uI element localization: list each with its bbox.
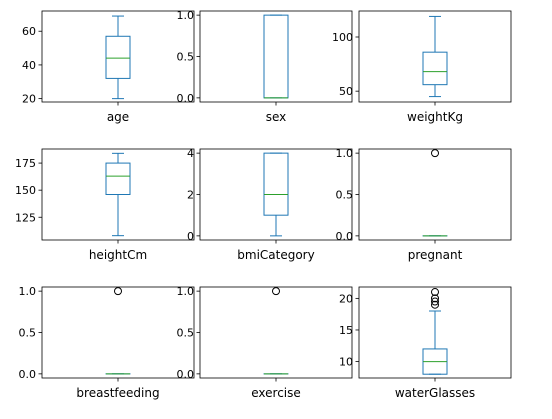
iqr-box [264, 153, 288, 215]
iqr-box [106, 36, 130, 78]
y-tick-label: 125 [15, 211, 36, 224]
x-axis-label: sex [266, 110, 287, 124]
subplot-bmiCategory: 0 2 4 bmiCategory [187, 147, 352, 262]
y-tick-label: 20 [339, 292, 353, 305]
axes-frame [359, 149, 511, 240]
y-tick-label: 1.0 [336, 147, 354, 160]
outlier-point [432, 150, 439, 157]
y-tick-label: 10 [339, 356, 353, 369]
y-tick-label: 0 [187, 230, 194, 243]
subplot-heightCm: 125 150 175 heightCm [15, 149, 194, 262]
y-tick-label: 40 [22, 59, 36, 72]
y-tick-label: 0.0 [336, 230, 354, 243]
y-tick-label: 1.0 [177, 285, 195, 298]
y-tick-label: 100 [332, 31, 353, 44]
y-tick-label: 1.0 [177, 9, 195, 22]
y-tick-label: 15 [339, 324, 353, 337]
subplot-exercise: 0.0 0.5 1.0 exercise [177, 285, 353, 400]
x-axis-label: bmiCategory [237, 248, 314, 262]
outlier-point [273, 288, 280, 295]
subplot-breastfeeding: 0.0 0.5 1.0 breastfeeding [19, 285, 195, 400]
x-axis-label: waterGlasses [395, 386, 475, 400]
iqr-box [264, 15, 288, 98]
subplot-pregnant: 0.0 0.5 1.0 pregnant [336, 147, 512, 262]
x-axis-label: exercise [251, 386, 301, 400]
iqr-box [106, 163, 130, 194]
y-tick-label: 1.0 [19, 285, 37, 298]
subplot-sex: 0.0 0.5 1.0 sex [177, 9, 353, 124]
axes-frame [200, 11, 352, 102]
y-tick-label: 0.0 [177, 92, 195, 105]
y-tick-label: 0.0 [19, 368, 37, 381]
y-tick-label: 4 [187, 147, 194, 160]
subplot-waterGlasses: 10 15 20 waterGlasses [339, 287, 511, 400]
y-tick-label: 50 [339, 85, 353, 98]
y-tick-label: 0.5 [19, 327, 37, 340]
y-tick-label: 20 [22, 93, 36, 106]
y-tick-label: 175 [15, 157, 36, 170]
x-axis-label: heightCm [89, 248, 147, 262]
y-tick-label: 0.5 [177, 51, 195, 64]
y-tick-label: 0.5 [177, 327, 195, 340]
y-tick-label: 60 [22, 25, 36, 38]
outlier-point [115, 288, 122, 295]
subplot-age: 20 40 60 age [22, 11, 194, 124]
axes-frame [200, 287, 352, 378]
y-tick-label: 0.5 [336, 189, 354, 202]
x-axis-label: weightKg [407, 110, 463, 124]
x-axis-label: pregnant [408, 248, 463, 262]
subplot-weightKg: 50 100 weightKg [332, 11, 511, 124]
iqr-box [423, 52, 447, 85]
y-tick-label: 2 [187, 189, 194, 202]
y-tick-label: 0.0 [177, 368, 195, 381]
x-axis-label: age [107, 110, 129, 124]
y-tick-label: 150 [15, 184, 36, 197]
x-axis-label: breastfeeding [76, 386, 159, 400]
axes-frame [42, 287, 194, 378]
